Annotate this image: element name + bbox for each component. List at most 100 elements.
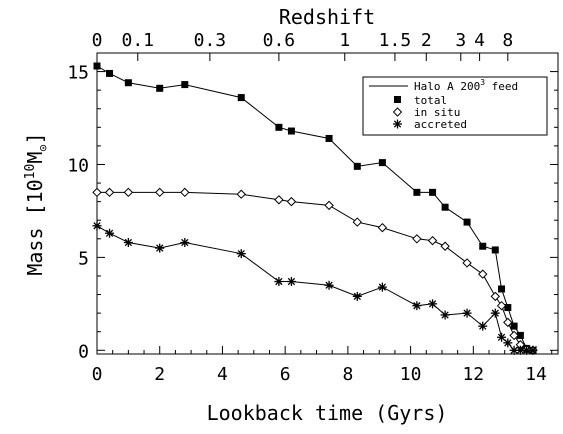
data-point-total bbox=[413, 188, 421, 196]
y-axis-label-suffix: ] bbox=[23, 132, 47, 144]
series-line-accreted bbox=[96, 225, 533, 351]
y-tick-label: 15 bbox=[67, 63, 89, 84]
data-point-accreted bbox=[92, 221, 102, 231]
redshift-tick-label: 0.6 bbox=[263, 30, 296, 51]
redshift-tick-label: 1.5 bbox=[379, 30, 412, 51]
data-point-in-situ bbox=[412, 234, 422, 244]
data-point-in-situ bbox=[509, 330, 519, 341]
legend-title-sup: 3 bbox=[480, 78, 485, 87]
data-point-in-situ bbox=[155, 187, 165, 198]
y-tick-label: 0 bbox=[78, 341, 89, 362]
data-point-accreted bbox=[490, 308, 500, 318]
data-point-accreted bbox=[377, 282, 387, 292]
redshift-tick-label: 0.1 bbox=[122, 30, 155, 51]
x-tick-label: 14 bbox=[525, 364, 547, 385]
data-point-in-situ bbox=[427, 235, 438, 246]
data-point-in-situ bbox=[104, 187, 115, 198]
legend-box bbox=[362, 76, 548, 136]
data-point-in-situ bbox=[440, 241, 450, 251]
data-point-in-situ bbox=[324, 200, 334, 211]
data-point-in-situ bbox=[496, 300, 507, 311]
y-axis-label: Mass [1010M⊙] bbox=[23, 132, 50, 275]
data-point-accreted bbox=[352, 291, 362, 301]
data-point-in-situ bbox=[503, 317, 513, 328]
redshift-tick-label: 4 bbox=[474, 30, 485, 51]
data-point-in-situ bbox=[180, 187, 190, 198]
y-tick-label: 5 bbox=[78, 248, 89, 269]
top-axis-label: Redshift bbox=[279, 5, 375, 29]
y-tick-label: 10 bbox=[67, 155, 89, 176]
legend-title-suffix: feed bbox=[485, 80, 518, 93]
data-point-total bbox=[504, 304, 512, 312]
redshift-tick-label: 2 bbox=[421, 30, 432, 51]
legend-entry-total: total bbox=[414, 94, 447, 107]
legend-title: Halo A 200 bbox=[414, 80, 480, 93]
data-point-accreted bbox=[515, 345, 525, 355]
data-point-accreted bbox=[503, 338, 513, 348]
data-point-total bbox=[237, 94, 245, 102]
data-point-in-situ bbox=[478, 269, 488, 279]
redshift-tick-label: 0.3 bbox=[194, 30, 227, 51]
x-tick-label: 8 bbox=[342, 364, 353, 385]
legend-entry-accreted: accreted bbox=[414, 118, 467, 131]
redshift-tick-label: 3 bbox=[455, 30, 466, 51]
data-point-total bbox=[510, 322, 518, 330]
data-point-accreted bbox=[274, 277, 284, 287]
data-point-total bbox=[378, 159, 386, 167]
data-point-total bbox=[353, 162, 361, 170]
redshift-tick-label: 1 bbox=[339, 30, 350, 51]
data-point-accreted bbox=[440, 310, 450, 320]
data-point-total bbox=[479, 242, 487, 250]
data-point-total bbox=[124, 79, 132, 87]
series-markers bbox=[92, 62, 538, 355]
data-point-accreted bbox=[528, 345, 538, 355]
x-tick-label: 4 bbox=[217, 364, 228, 385]
data-point-total bbox=[516, 331, 524, 339]
x-tick-label: 10 bbox=[400, 364, 422, 385]
y-axis-label-unit: M bbox=[23, 152, 47, 164]
legend-entry-in-situ: in situ bbox=[414, 106, 460, 119]
y-axis-label-exp: 10 bbox=[23, 164, 38, 180]
data-point-total bbox=[275, 123, 283, 131]
data-point-accreted bbox=[509, 345, 519, 355]
data-point-in-situ bbox=[352, 217, 363, 227]
data-point-total bbox=[441, 203, 449, 211]
legend-marker-accreted bbox=[393, 119, 402, 129]
x-axis-label: Lookback time (Gyrs) bbox=[207, 401, 448, 425]
data-point-accreted bbox=[478, 321, 488, 331]
data-point-in-situ bbox=[236, 189, 246, 199]
data-point-total bbox=[325, 134, 333, 142]
svg-text:Halo A 2003 feed: Halo A 2003 feed bbox=[414, 78, 518, 93]
plot-frame bbox=[96, 52, 559, 355]
x-tick-label: 12 bbox=[462, 364, 484, 385]
data-point-total bbox=[93, 62, 101, 70]
data-point-accreted bbox=[412, 301, 422, 311]
data-point-total bbox=[498, 285, 506, 293]
data-point-in-situ bbox=[123, 187, 134, 198]
x-tick-label: 2 bbox=[154, 364, 165, 385]
data-point-accreted bbox=[286, 277, 296, 287]
sun-symbol-icon: ⊙ bbox=[36, 144, 50, 151]
legend: Halo A 2003 feed total in situ accreted bbox=[362, 76, 548, 136]
redshift-tick-label: 0 bbox=[92, 30, 103, 51]
series-line-in-situ bbox=[97, 191, 533, 351]
legend-marker-total bbox=[394, 96, 401, 103]
legend-marker-in-situ bbox=[392, 107, 403, 117]
svg-text:Mass [1010M⊙]: Mass [1010M⊙] bbox=[23, 132, 50, 275]
data-point-in-situ bbox=[462, 258, 472, 268]
data-point-total bbox=[181, 81, 189, 89]
data-point-accreted bbox=[180, 238, 190, 248]
data-point-in-situ bbox=[274, 195, 284, 205]
data-point-accreted bbox=[155, 243, 165, 253]
data-point-total bbox=[463, 218, 471, 226]
data-point-in-situ bbox=[377, 222, 388, 233]
data-point-total bbox=[156, 84, 164, 92]
data-point-total bbox=[106, 69, 114, 77]
y-axis-label-prefix: Mass [10 bbox=[23, 179, 47, 275]
data-point-in-situ bbox=[490, 291, 500, 302]
data-point-total bbox=[491, 246, 499, 254]
data-point-in-situ bbox=[286, 196, 297, 207]
data-point-accreted bbox=[123, 238, 133, 248]
